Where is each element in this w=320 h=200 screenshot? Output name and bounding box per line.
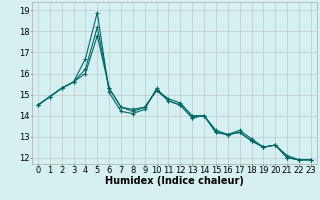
X-axis label: Humidex (Indice chaleur): Humidex (Indice chaleur) (105, 176, 244, 186)
